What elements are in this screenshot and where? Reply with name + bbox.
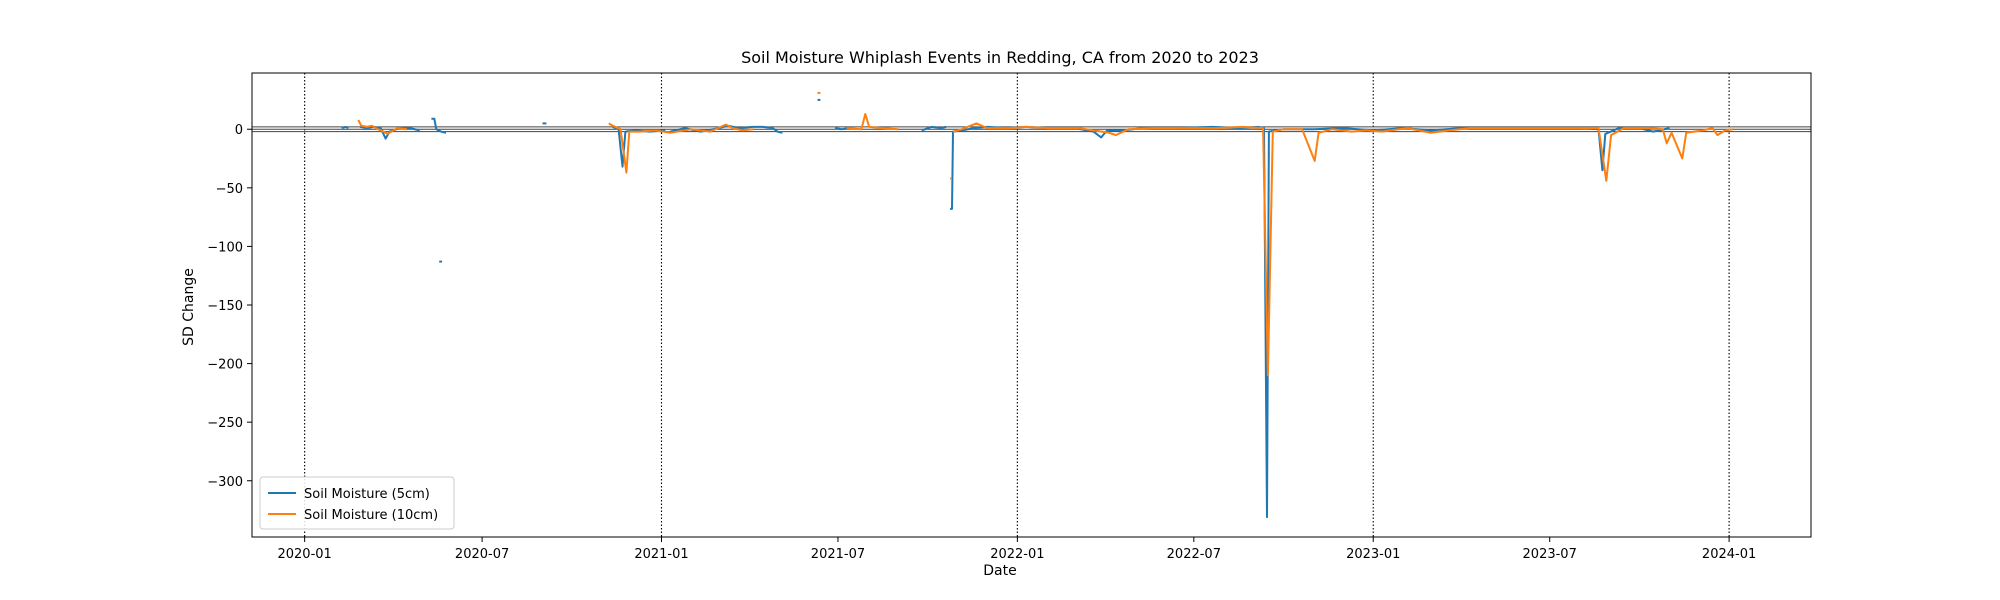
y-tick-label: −250 bbox=[207, 416, 243, 431]
y-axis-label: SD Change bbox=[181, 268, 197, 346]
series-line-2 bbox=[952, 122, 1734, 377]
x-tick-label: 2023-07 bbox=[1523, 547, 1577, 562]
x-axis-label: Date bbox=[983, 563, 1016, 579]
y-tick-label: −50 bbox=[216, 182, 243, 197]
x-tick-label: 2021-01 bbox=[634, 547, 688, 562]
legend: Soil Moisture (5cm) Soil Moisture (10cm) bbox=[259, 476, 455, 530]
legend-label: Soil Moisture (5cm) bbox=[304, 487, 430, 502]
series-line-1 bbox=[921, 125, 947, 132]
plot-area: 2020-01 2020-07 2021-01 2021-07 2022-01 2022-… bbox=[207, 72, 1812, 562]
legend-box bbox=[259, 476, 455, 530]
x-tick-label: 2022-01 bbox=[990, 547, 1044, 562]
x-tick-label: 2022-07 bbox=[1167, 547, 1221, 562]
legend-label: Soil Moisture (10cm) bbox=[304, 508, 438, 523]
series-line-2 bbox=[846, 113, 899, 131]
y-tick-label: −200 bbox=[207, 358, 243, 373]
x-tick-label: 2023-01 bbox=[1346, 547, 1400, 562]
y-tick-label: −150 bbox=[207, 299, 243, 314]
x-tick-label: 2021-07 bbox=[811, 547, 865, 562]
x-tick-label: 2020-01 bbox=[277, 547, 331, 562]
series-line-2 bbox=[608, 122, 754, 174]
series-line-1 bbox=[431, 117, 447, 134]
y-tick-label: −100 bbox=[207, 240, 243, 255]
y-tick-label: 0 bbox=[235, 123, 243, 138]
plot-frame bbox=[251, 72, 1812, 538]
chart-title: Soil Moisture Whiplash Events in Redding… bbox=[741, 48, 1259, 67]
x-tick-label: 2024-01 bbox=[1702, 547, 1756, 562]
series-line-1 bbox=[341, 125, 349, 130]
series-line-1 bbox=[834, 127, 849, 131]
series-line-1 bbox=[950, 125, 1670, 519]
series-line-2 bbox=[357, 119, 408, 135]
series-line-1 bbox=[360, 125, 420, 140]
y-tick-label: −300 bbox=[207, 475, 243, 490]
x-tick-label: 2020-07 bbox=[455, 547, 509, 562]
